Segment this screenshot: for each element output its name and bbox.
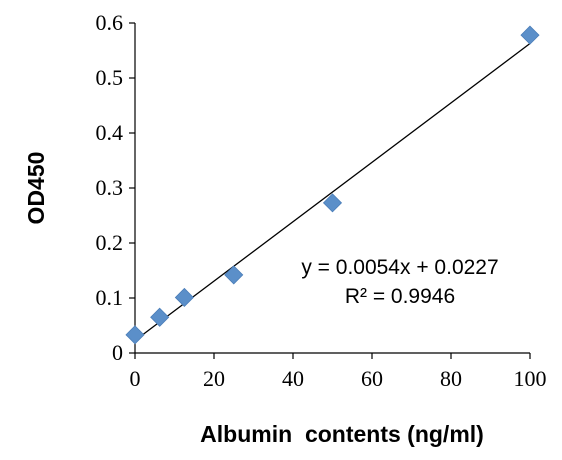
- y-tick-label: 0.6: [96, 10, 124, 35]
- trendline: [134, 42, 531, 342]
- ticks: [129, 22, 531, 359]
- data-point: [150, 307, 170, 327]
- x-tick-label: 80: [440, 366, 462, 391]
- y-tick-label: 0.4: [96, 120, 124, 145]
- data-point: [125, 325, 145, 345]
- x-tick-label: 100: [514, 366, 547, 391]
- y-tick-label: 0: [112, 340, 123, 365]
- y-tick-label: 0.2: [96, 230, 124, 255]
- y-tick-label: 0.3: [96, 175, 124, 200]
- axes: [134, 23, 530, 354]
- x-axis-title: Albumin contents (ng/ml): [200, 421, 484, 447]
- r-squared-label: R² = 0.9946: [345, 285, 455, 308]
- y-tick-label: 0.1: [96, 285, 124, 310]
- y-tick-label: 0.5: [96, 65, 124, 90]
- data-points: [125, 25, 540, 345]
- y-axis-title: OD450: [23, 152, 49, 225]
- data-point: [520, 25, 540, 45]
- data-point: [224, 265, 244, 285]
- x-tick-label: 60: [361, 366, 383, 391]
- tick-labels: 0 0.1 0.2 0.3 0.4 0.5 0.6 0 20 40 60 80 100: [96, 10, 547, 391]
- x-tick-label: 20: [203, 366, 225, 391]
- data-point: [322, 193, 343, 213]
- data-point: [174, 287, 194, 308]
- x-tick-label: 0: [130, 366, 141, 391]
- trendline-equation: y = 0.0054x + 0.0227: [301, 256, 498, 279]
- x-tick-label: 40: [282, 366, 304, 391]
